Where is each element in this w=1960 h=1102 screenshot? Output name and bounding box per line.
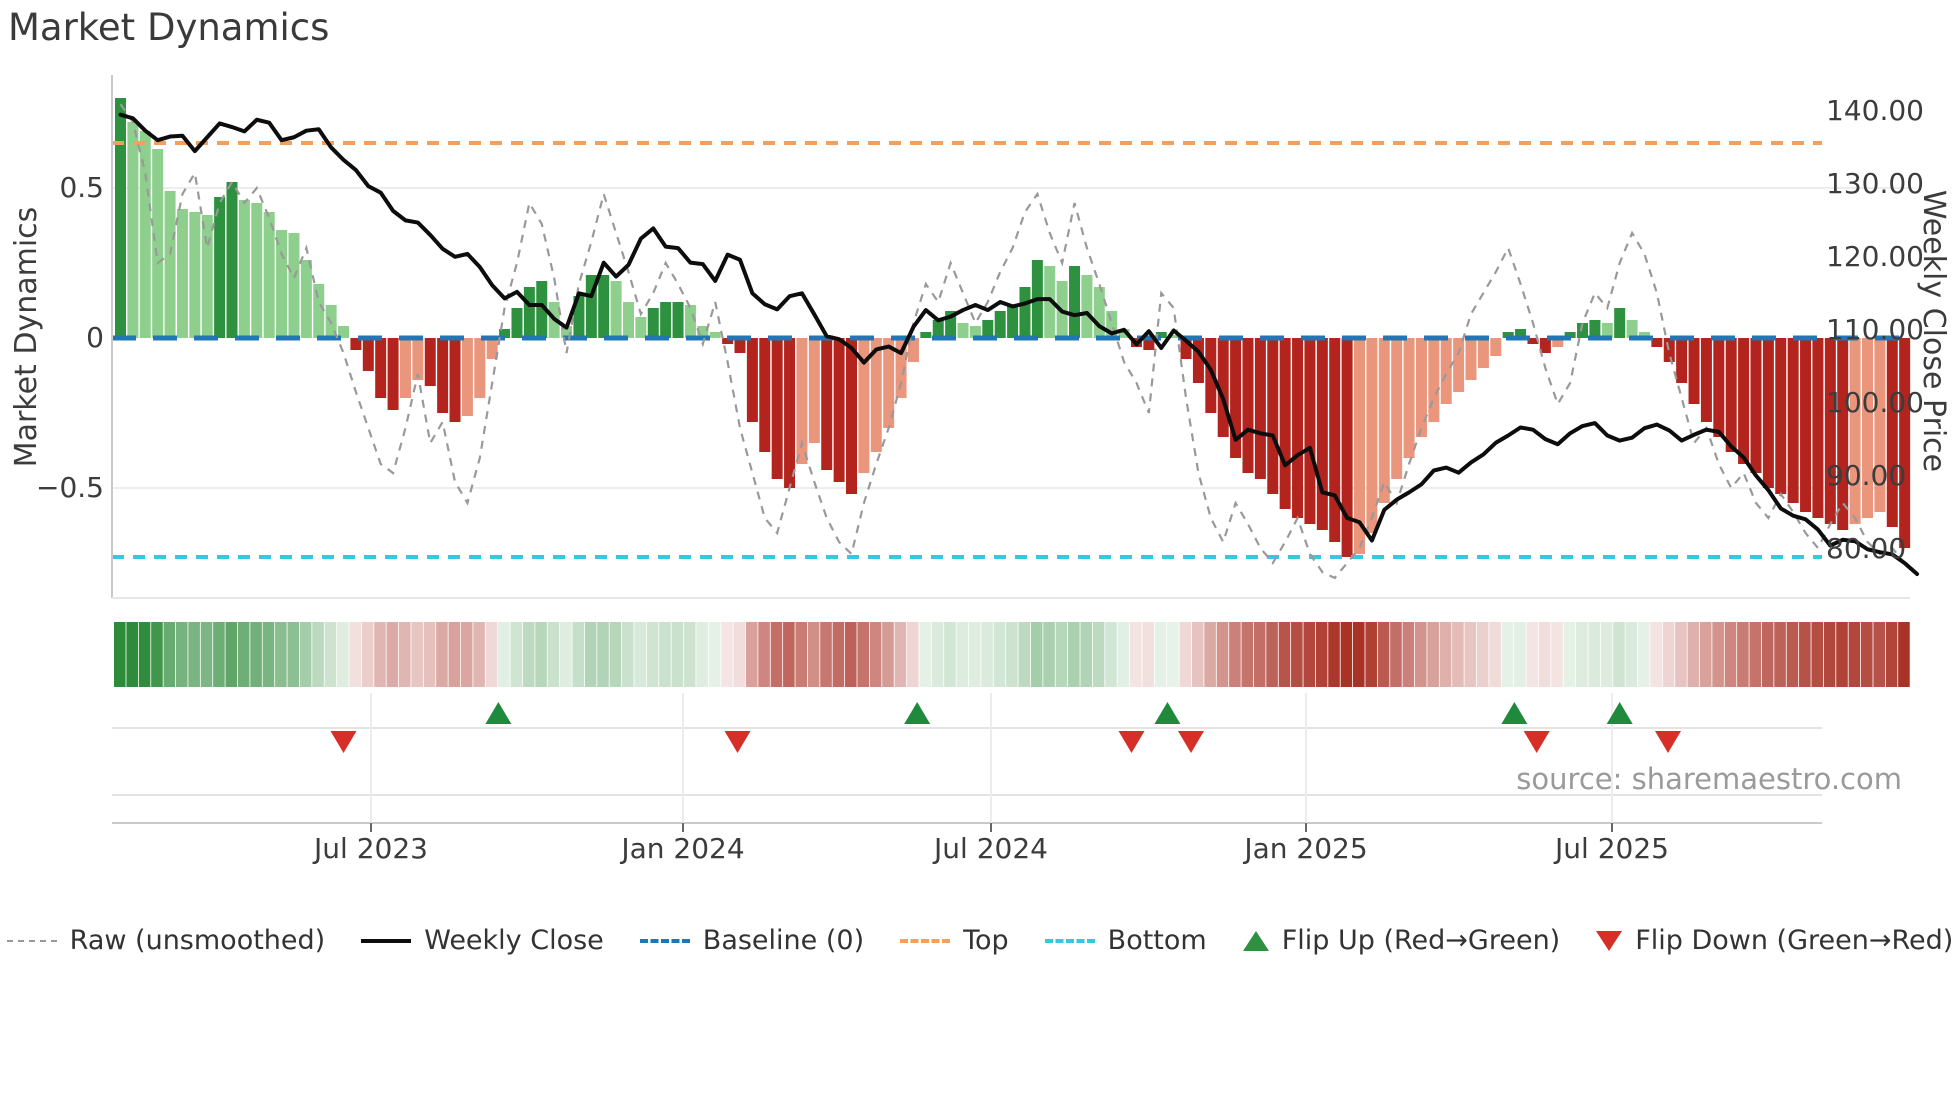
y-tick-right-80: 80.00: [1826, 532, 1907, 565]
x-tick-jan-2025: Jan 2025: [1244, 832, 1368, 865]
x-tick-jul-2023: Jul 2023: [314, 832, 428, 865]
solid-black-line-icon: [361, 938, 412, 943]
y-tick-right-90: 90.00: [1826, 459, 1907, 492]
legend-item-weekly-close: Weekly Close: [361, 925, 604, 956]
y-tick-left-0: 0: [86, 321, 104, 354]
legend-item-baseline: Baseline (0): [639, 925, 864, 956]
y-tick-left-0.5: 0.5: [59, 171, 104, 204]
legend: Raw (unsmoothed) Weekly Close Baseline (…: [0, 925, 1960, 956]
red-down-triangle-icon: [1596, 930, 1623, 951]
y-tick-left-neg0.5: −0.5: [36, 471, 104, 504]
dashed-blue-line-icon: [639, 938, 690, 943]
dashed-orange-line-icon: [900, 938, 951, 943]
page-title: Market Dynamics: [8, 6, 330, 49]
green-up-triangle-icon: [1242, 930, 1269, 951]
dashed-gray-line-icon: [6, 939, 57, 942]
dashed-cyan-line-icon: [1044, 938, 1095, 943]
x-tick-jul-2025: Jul 2025: [1555, 832, 1669, 865]
source-text: source: sharemaestro.com: [1516, 762, 1902, 796]
legend-item-flip-up: Flip Up (Red→Green): [1242, 925, 1560, 956]
y-tick-right-130: 130.00: [1826, 167, 1924, 200]
y-tick-right-140: 140.00: [1826, 94, 1924, 127]
legend-item-top: Top: [900, 925, 1009, 956]
y-tick-right-100: 100.00: [1826, 386, 1924, 419]
x-tick-jan-2024: Jan 2024: [621, 832, 745, 865]
legend-item-raw: Raw (unsmoothed): [6, 925, 325, 956]
legend-item-flip-down: Flip Down (Green→Red): [1596, 925, 1953, 956]
y-tick-right-120: 120.00: [1826, 240, 1924, 273]
legend-item-bottom: Bottom: [1044, 925, 1207, 956]
x-tick-jul-2024: Jul 2024: [934, 832, 1048, 865]
y-tick-right-110: 110.00: [1826, 313, 1924, 346]
